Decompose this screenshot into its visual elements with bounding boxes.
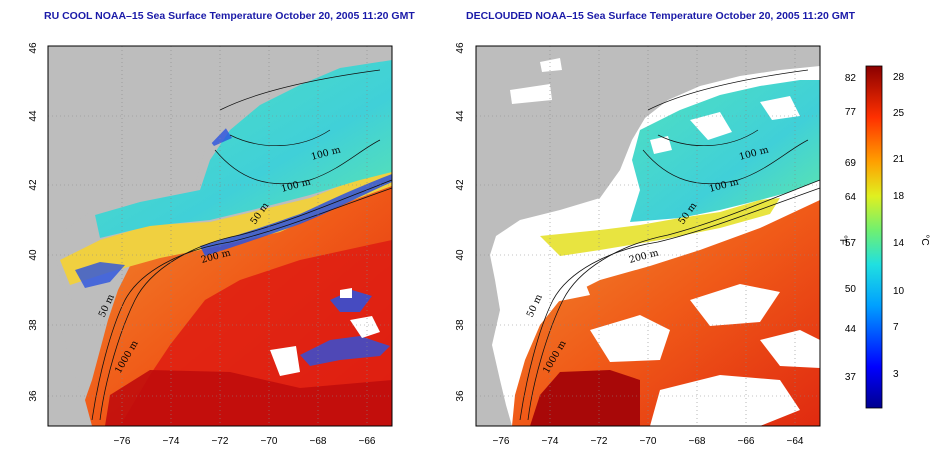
y-tick-label: 40 [455,249,466,261]
y-tick-label: 36 [28,390,39,402]
f-tick-label: 37 [845,372,857,383]
right-map-title: DECLOUDED NOAA–15 Sea Surface Temperatur… [466,10,856,22]
f-tick-label: 82 [845,73,857,84]
right-x-ticks: −76 −74 −72 −70 −68 −66 −64 [493,436,804,447]
x-tick-label: −68 [310,436,327,447]
colorbar-fahrenheit-labels: 82 77 69 64 57 50 44 37 [845,73,857,383]
x-tick-label: −70 [640,436,657,447]
grid-lines [48,46,392,426]
f-tick-label: 69 [845,158,857,169]
left-y-ticks: 36 38 40 42 44 46 [28,42,39,402]
x-tick-label: −72 [212,436,229,447]
c-tick-label: 7 [893,322,899,333]
slope-water-band [540,198,780,256]
right-sst-map: 100 m 100 m 50 m 200 m 50 m 1000 m [475,45,821,427]
y-tick-label: 36 [455,390,466,402]
c-tick-label: 18 [893,191,905,202]
f-tick-label: 64 [845,192,857,203]
x-tick-label: −70 [261,436,278,447]
y-tick-label: 44 [455,110,466,122]
x-tick-label: −74 [163,436,180,447]
x-tick-label: −72 [591,436,608,447]
f-tick-label: 44 [845,324,857,335]
f-tick-label: 77 [845,107,857,118]
y-tick-label: 46 [28,42,39,54]
c-tick-label: 14 [893,238,905,249]
x-tick-label: −68 [689,436,706,447]
x-tick-label: −64 [787,436,804,447]
c-tick-label: 3 [893,369,899,380]
f-tick-label: 57 [845,238,857,249]
c-tick-label: 21 [893,154,905,165]
x-tick-label: −76 [114,436,131,447]
colorbar-celsius-labels: 28 25 21 18 14 10 7 3 [893,72,905,380]
y-tick-label: 40 [28,249,39,261]
left-map-title: RU COOL NOAA–15 Sea Surface Temperature … [44,10,415,22]
temperature-colorbar: 82 77 69 64 57 50 44 37 28 25 21 18 14 1… [837,65,930,409]
x-tick-label: −66 [359,436,376,447]
coastline-land [476,46,820,426]
x-tick-label: −66 [738,436,755,447]
x-tick-label: −76 [493,436,510,447]
f-tick-label: 50 [845,284,857,295]
c-tick-label: 10 [893,286,905,297]
c-tick-label: 28 [893,72,905,83]
coastline-land [48,46,392,426]
celsius-unit-label: °C [919,234,930,245]
warm-water-region [512,200,820,426]
y-tick-label: 38 [28,319,39,331]
x-tick-label: −74 [542,436,559,447]
y-tick-label: 38 [455,319,466,331]
grid-lines [476,46,820,426]
map-frame [47,45,393,427]
y-tick-label: 46 [455,42,466,54]
c-tick-label: 25 [893,108,905,119]
y-tick-label: 42 [28,179,39,191]
y-tick-label: 42 [455,179,466,191]
left-x-ticks: −76 −74 −72 −70 −68 −66 [114,436,376,447]
shelf-water-region [95,60,392,238]
right-y-ticks: 36 38 40 42 44 46 [455,42,466,402]
fahrenheit-unit-label: °F [837,235,848,245]
map-frame [475,45,821,427]
colorbar-gradient [865,65,883,409]
slope-water-band [60,170,392,285]
left-sst-map: 100 m 100 m 50 m 200 m 50 m 1000 m [47,45,393,427]
y-tick-label: 44 [28,110,39,122]
